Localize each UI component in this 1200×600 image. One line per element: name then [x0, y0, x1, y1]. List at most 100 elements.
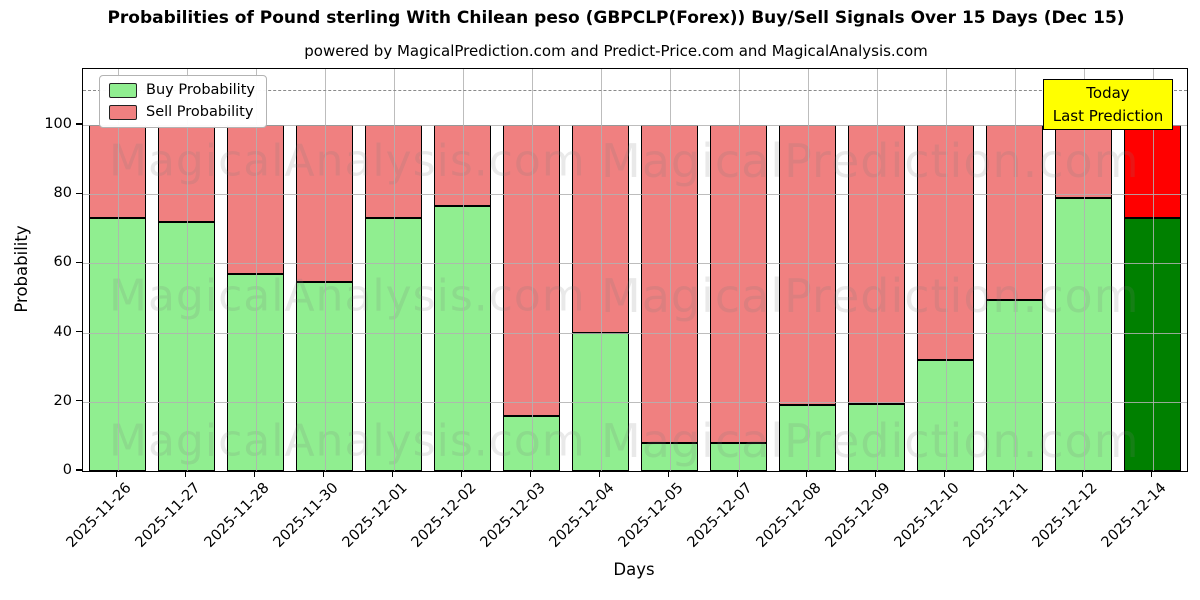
sell-bar-segment: [88, 125, 147, 219]
y-tick-mark: [76, 261, 82, 263]
watermark-text-left: MagicalAnalysis.com: [109, 135, 586, 187]
x-tick-label: 2025-11-30: [270, 480, 342, 551]
buy-bar-segment: [985, 299, 1044, 471]
buy-bar-segment: [502, 415, 561, 471]
buy-bar-segment: [295, 282, 354, 471]
x-tick-mark: [1081, 471, 1084, 477]
bar-group: [359, 69, 428, 471]
buy-bar-segment: [640, 443, 699, 471]
bars-layer: [83, 69, 1187, 471]
x-tick-label: 2025-12-05: [615, 480, 687, 551]
x-tick-mark: [667, 471, 670, 477]
bar-group: [704, 69, 773, 471]
watermark-text-right: MagicalPrediction.com: [601, 134, 1140, 188]
x-tick-label: 2025-12-12: [1029, 480, 1101, 551]
y-tick-mark: [76, 400, 82, 402]
buy-bar-segment: [433, 206, 492, 471]
y-tick-label: 100: [44, 116, 72, 133]
y-tick-label: 60: [53, 254, 72, 271]
x-tick-mark: [1150, 471, 1153, 477]
today-annotation-line2: Last Prediction: [1052, 106, 1164, 125]
x-tick-label: 2025-11-26: [63, 480, 135, 551]
chart-subtitle: powered by MagicalPrediction.com and Pre…: [304, 42, 928, 60]
legend-buy-label: Buy Probability: [146, 82, 255, 99]
x-tick-mark: [253, 471, 256, 477]
x-tick-label: 2025-12-10: [891, 480, 963, 551]
x-tick-mark: [184, 471, 187, 477]
x-tick-label: 2025-11-27: [132, 480, 204, 551]
watermark-text-left: MagicalAnalysis.com: [109, 415, 586, 467]
sell-bar-segment: [778, 125, 837, 406]
x-tick-label: 2025-12-02: [408, 480, 480, 551]
bar-group: [980, 69, 1049, 471]
bar-group: [497, 69, 566, 471]
bar-group: [221, 69, 290, 471]
sell-bar-segment: [502, 125, 561, 416]
watermark-text-right: MagicalPrediction.com: [601, 414, 1140, 468]
bar-group: [1049, 69, 1118, 471]
today-annotation-line1: Today: [1086, 84, 1130, 102]
x-axis-label: Days: [613, 560, 655, 579]
watermark-text-right: MagicalPrediction.com: [601, 269, 1140, 323]
buy-swatch: [109, 83, 137, 98]
x-tick-mark: [460, 471, 463, 477]
bar-group: [773, 69, 842, 471]
bar-group: [635, 69, 704, 471]
y-tick-mark: [76, 123, 82, 125]
sell-bar-segment: [226, 125, 285, 274]
watermark-text-left: MagicalAnalysis.com: [109, 270, 586, 322]
bar-group: [83, 69, 152, 471]
x-tick-label: 2025-12-08: [753, 480, 825, 551]
x-tick-label: 2025-11-28: [201, 480, 273, 551]
y-tick-label: 20: [53, 392, 72, 409]
sell-bar-segment: [157, 125, 216, 222]
buy-bar-segment: [1054, 197, 1113, 471]
bar-group: [428, 69, 497, 471]
y-tick-label: 80: [53, 185, 72, 202]
buy-bar-segment: [778, 405, 837, 471]
x-tick-mark: [529, 471, 532, 477]
x-tick-mark: [943, 471, 946, 477]
plot-area: MagicalAnalysis.com MagicalPrediction.com…: [82, 68, 1188, 472]
bar-group: [1118, 69, 1187, 471]
legend: Buy Probability Sell Probability: [99, 75, 267, 128]
sell-bar-segment: [709, 125, 768, 444]
buy-bar-segment: [709, 443, 768, 471]
legend-item-buy: Buy Probability: [109, 83, 255, 98]
sell-bar-segment: [1123, 125, 1182, 219]
x-tick-mark: [736, 471, 739, 477]
chart-title: Probabilities of Pound sterling With Chi…: [107, 8, 1125, 28]
x-tick-label: 2025-12-01: [339, 480, 411, 551]
x-tick-mark: [391, 471, 394, 477]
y-tick-mark: [76, 192, 82, 194]
buy-bar-segment: [88, 218, 147, 471]
buy-bar-segment: [847, 403, 906, 471]
sell-bar-segment: [985, 125, 1044, 300]
legend-sell-label: Sell Probability: [146, 104, 254, 121]
y-tick-mark: [76, 469, 82, 471]
buy-bar-segment: [226, 273, 285, 471]
legend-item-sell: Sell Probability: [109, 105, 255, 120]
x-tick-label: 2025-12-11: [960, 480, 1032, 551]
x-tick-mark: [115, 471, 118, 477]
today-annotation: Today Last Prediction: [1043, 79, 1173, 130]
x-tick-label: 2025-12-04: [546, 480, 618, 551]
x-tick-label: 2025-12-07: [684, 480, 756, 551]
x-tick-mark: [1012, 471, 1015, 477]
sell-bar-segment: [364, 125, 423, 219]
upper-dashed-line: [83, 90, 1187, 92]
x-tick-mark: [322, 471, 325, 477]
x-tick-label: 2025-12-14: [1098, 480, 1170, 551]
buy-bar-segment: [364, 218, 423, 471]
sell-bar-segment: [433, 125, 492, 207]
y-tick-label: 40: [53, 323, 72, 340]
y-tick-label: 0: [62, 462, 72, 478]
x-tick-mark: [874, 471, 877, 477]
x-tick-label: 2025-12-03: [477, 480, 549, 551]
sell-bar-segment: [916, 125, 975, 361]
y-tick-mark: [76, 331, 82, 333]
sell-swatch: [109, 105, 137, 120]
bar-group: [290, 69, 359, 471]
x-tick-mark: [805, 471, 808, 477]
